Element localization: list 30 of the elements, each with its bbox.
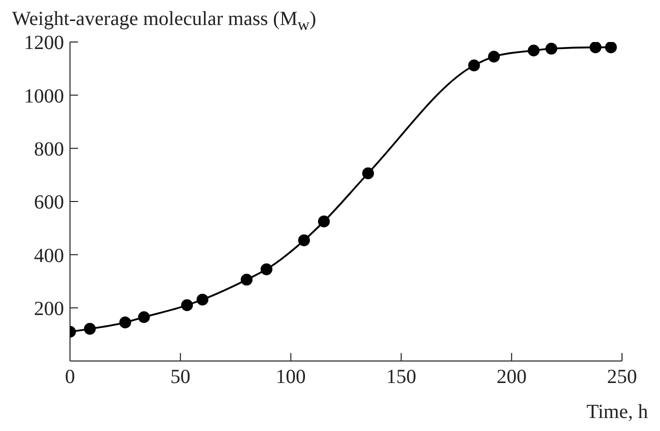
- point: [138, 311, 150, 324]
- x-tick-label: 0: [65, 366, 75, 388]
- point: [181, 299, 193, 312]
- y-tick-label: 1200: [24, 32, 64, 54]
- point: [545, 42, 558, 55]
- x-axis-title: Time, h: [586, 401, 648, 423]
- y-axis-title: Weight-average molecular mass (M$_{w}$): [12, 8, 316, 34]
- x-tick-label: 250: [607, 366, 637, 388]
- point: [318, 216, 330, 228]
- point: [468, 59, 480, 72]
- point: [298, 234, 310, 246]
- point: [119, 316, 132, 328]
- point: [528, 44, 540, 56]
- point: [488, 50, 500, 63]
- point: [590, 42, 602, 54]
- y-tick-label: 800: [34, 138, 64, 160]
- y-tick-label: 600: [34, 192, 64, 214]
- point: [84, 322, 96, 335]
- y-tick-label: 1000: [24, 85, 64, 108]
- y-tick-label: 400: [34, 244, 64, 267]
- x-tick-label: 50: [170, 366, 190, 388]
- x-tick-label: 200: [496, 366, 527, 388]
- point: [240, 274, 253, 286]
- point: [605, 42, 617, 54]
- point: [260, 263, 272, 276]
- point: [362, 167, 374, 180]
- y-tick-label: 200: [34, 298, 64, 320]
- x-tick-label: 100: [276, 366, 306, 388]
- x-tick-label: 150: [386, 366, 416, 388]
- point: [196, 294, 208, 306]
